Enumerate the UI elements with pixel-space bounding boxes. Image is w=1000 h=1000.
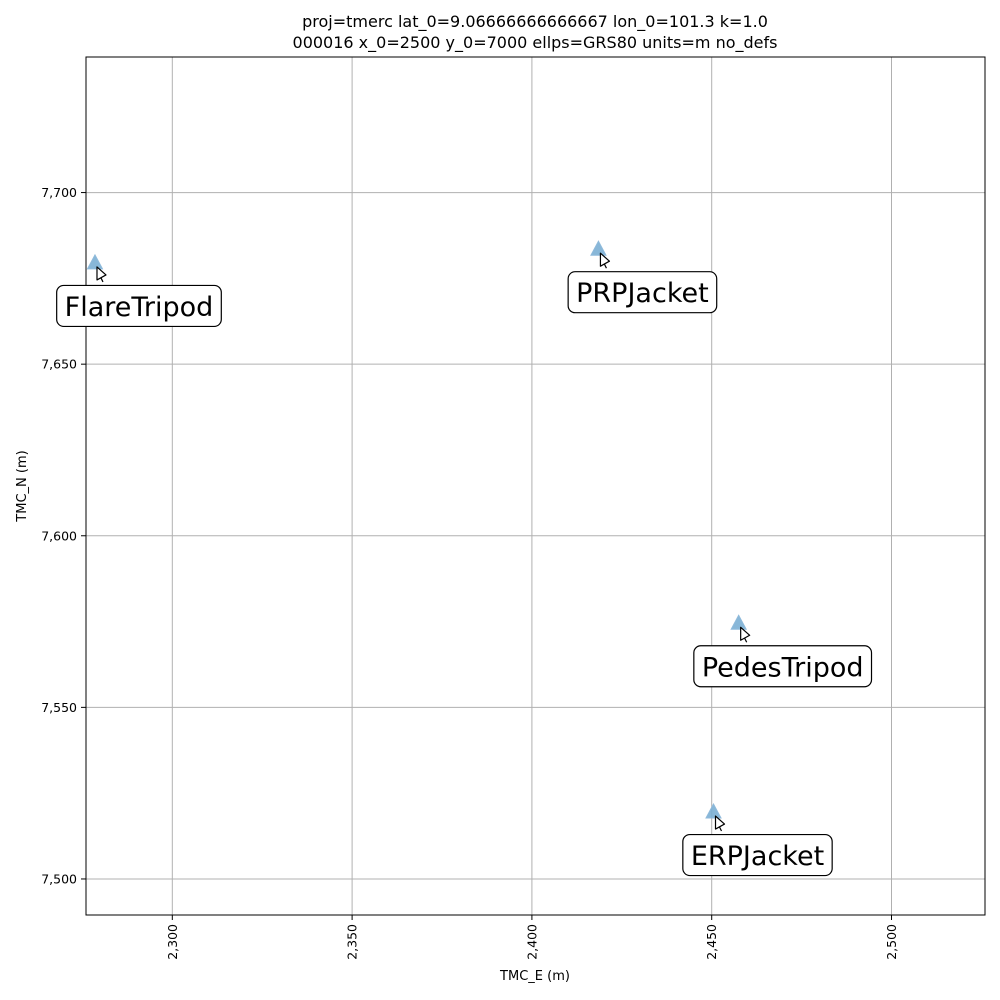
data-point-erpjacket: ERPJacket <box>682 802 833 877</box>
label-box <box>682 833 833 877</box>
x-tick-label: 2,350 <box>345 924 360 960</box>
y-axis-ticks: 7,500 7,550 7,600 7,650 7,700 <box>41 185 86 886</box>
y-tick-label: 7,650 <box>41 357 77 372</box>
x-tick-label: 2,500 <box>884 924 899 960</box>
data-point-pedestripod: PedesTripod <box>693 614 873 688</box>
data-point-prpjacket: PRPJacket <box>567 240 718 314</box>
triangle-marker <box>590 240 607 256</box>
plot-frame <box>85 56 986 916</box>
y-tick-label: 7,600 <box>41 528 77 543</box>
x-tick-label: 2,300 <box>165 924 180 960</box>
y-axis-label: TMC_N (m) <box>15 450 30 522</box>
x-tick-label: 2,400 <box>524 924 539 960</box>
x-axis-label: TMC_E (m) <box>499 969 570 984</box>
chart-title-line-1: proj=tmerc lat_0=9.06666666666667 lon_0=… <box>302 12 768 32</box>
y-tick-label: 7,700 <box>41 185 77 200</box>
chart-title-line-2: 000016 x_0=2500 y_0=7000 ellps=GRS80 uni… <box>293 33 778 53</box>
y-tick-label: 7,550 <box>41 700 77 715</box>
data-points: FlareTripod PRPJacket PedesTripod ERPJacket <box>56 240 873 877</box>
data-point-flaretripod: FlareTripod <box>56 253 222 328</box>
arrow-head-icon <box>96 266 107 281</box>
point-label: PedesTripod <box>702 652 864 683</box>
y-tick-label: 7,500 <box>41 871 77 886</box>
arrow-head-icon <box>740 626 751 641</box>
grid-layer <box>86 57 985 915</box>
triangle-marker <box>730 614 748 630</box>
label-box <box>56 284 222 328</box>
arrow-head-icon <box>599 252 611 267</box>
label-box <box>567 271 718 314</box>
point-label: FlareTripod <box>65 292 214 323</box>
point-label: PRPJacket <box>576 278 709 309</box>
x-axis-ticks: 2,300 2,350 2,400 2,450 2,500 <box>165 915 899 960</box>
triangle-marker <box>705 802 722 819</box>
x-tick-label: 2,450 <box>704 924 719 960</box>
label-box <box>693 645 873 688</box>
arrow-head-icon <box>714 815 726 830</box>
point-label: ERPJacket <box>691 841 824 872</box>
triangle-marker <box>86 253 104 270</box>
